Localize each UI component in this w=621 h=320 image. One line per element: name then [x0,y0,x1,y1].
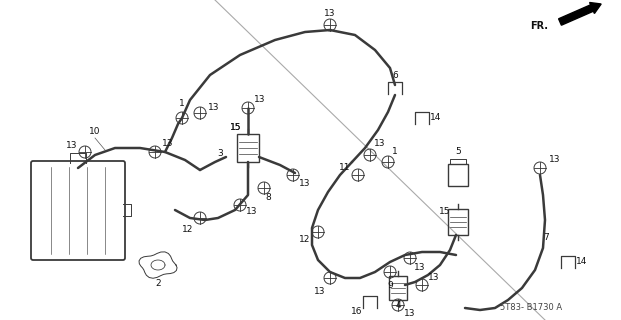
Text: 8: 8 [265,194,271,203]
Bar [448,164,468,186]
Text: 16: 16 [351,307,363,316]
Text: 12: 12 [299,236,310,244]
Text: 15: 15 [439,207,451,217]
Bar [389,276,407,300]
Text: 4: 4 [395,301,401,310]
FancyArrow shape [559,3,601,25]
Text: 13: 13 [247,207,258,217]
Text: 14: 14 [576,258,587,267]
Text: 13: 13 [374,139,386,148]
Text: 12: 12 [183,226,194,235]
Text: 15: 15 [230,124,242,132]
Text: 2: 2 [155,278,161,287]
Text: 11: 11 [339,164,351,172]
Text: 1: 1 [179,100,185,108]
Text: 6: 6 [392,70,398,79]
Text: 13: 13 [299,179,310,188]
Text: 13: 13 [314,287,326,297]
Text: 13: 13 [324,9,336,18]
Text: 13: 13 [404,309,415,318]
Text: 13: 13 [549,156,561,164]
Text: 13: 13 [66,140,78,149]
Text: 13: 13 [254,95,266,105]
Text: 5: 5 [455,148,461,156]
Text: 5T83- B1730 A: 5T83- B1730 A [500,303,562,313]
Text: 1: 1 [392,148,398,156]
Text: 14: 14 [430,114,442,123]
Bar [448,209,468,235]
Text: 7: 7 [543,234,549,243]
Text: 13: 13 [162,139,174,148]
Bar [237,134,259,162]
Text: 13: 13 [428,274,440,283]
Text: 3: 3 [217,148,223,157]
Text: FR.: FR. [530,21,548,31]
Text: 13: 13 [208,103,220,113]
Text: 13: 13 [414,263,426,273]
Text: 10: 10 [89,127,101,137]
Text: 15: 15 [230,124,242,132]
Text: 9: 9 [387,281,393,290]
